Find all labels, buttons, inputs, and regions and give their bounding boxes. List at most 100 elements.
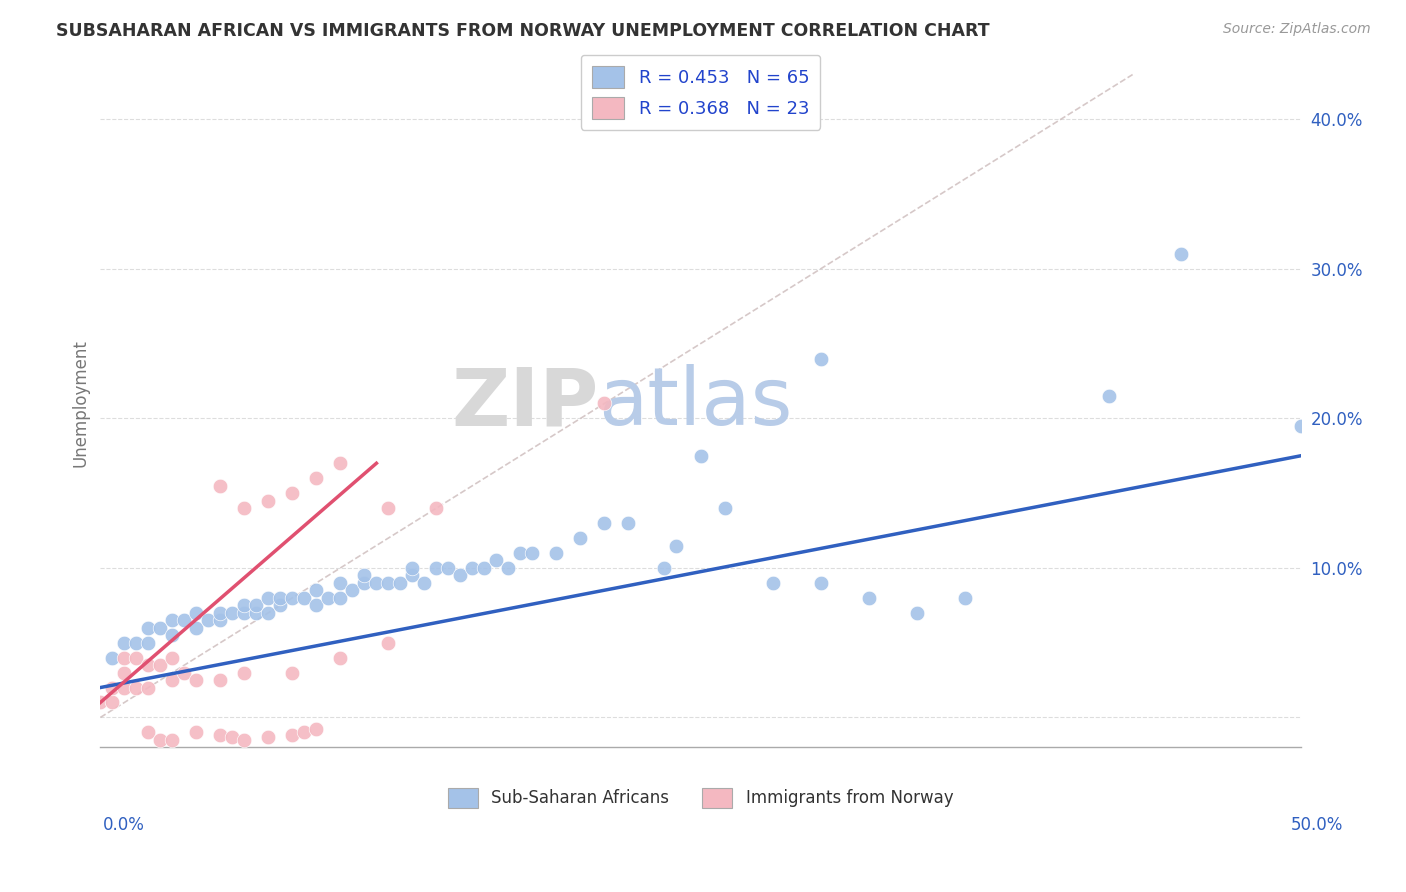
Point [162, 673, 184, 687]
Point [509, 546, 531, 560]
Point [329, 575, 352, 590]
Point [162, 650, 184, 665]
Point [245, 599, 267, 613]
Text: ZIP: ZIP [451, 365, 599, 442]
Point [257, 606, 280, 620]
Point [149, 732, 172, 747]
Point [162, 628, 184, 642]
Point [617, 516, 640, 530]
Point [162, 613, 184, 627]
Point [138, 658, 160, 673]
Point [329, 650, 352, 665]
Point [546, 546, 568, 560]
Point [342, 583, 364, 598]
Point [305, 583, 328, 598]
Point [305, 599, 328, 613]
Point [329, 591, 352, 605]
Point [401, 568, 423, 582]
Point [474, 561, 496, 575]
Point [305, 723, 328, 737]
Point [461, 561, 484, 575]
Point [138, 725, 160, 739]
Point [125, 681, 148, 695]
Point [810, 575, 832, 590]
Point [294, 725, 316, 739]
Point [138, 681, 160, 695]
Text: 0.0%: 0.0% [103, 816, 145, 834]
Point [281, 591, 304, 605]
Point [209, 728, 232, 742]
Point [101, 650, 124, 665]
Point [1170, 247, 1192, 261]
Point [1289, 418, 1312, 433]
Y-axis label: Unemployment: Unemployment [72, 340, 89, 467]
Point [233, 606, 256, 620]
Point [112, 635, 135, 649]
Point [761, 575, 783, 590]
Point [377, 501, 399, 516]
Point [257, 730, 280, 744]
Point [101, 681, 124, 695]
Point [281, 728, 304, 742]
Point [305, 471, 328, 485]
Text: Source: ZipAtlas.com: Source: ZipAtlas.com [1223, 22, 1371, 37]
Point [257, 493, 280, 508]
Point [112, 681, 135, 695]
Point [125, 635, 148, 649]
Point [413, 575, 436, 590]
Point [257, 591, 280, 605]
Point [389, 575, 412, 590]
Point [138, 635, 160, 649]
Text: 50.0%: 50.0% [1291, 816, 1343, 834]
Point [186, 725, 208, 739]
Point [858, 591, 880, 605]
Point [905, 606, 928, 620]
Point [209, 479, 232, 493]
Point [498, 561, 520, 575]
Point [125, 650, 148, 665]
Point [269, 591, 291, 605]
Point [112, 650, 135, 665]
Point [353, 568, 375, 582]
Point [233, 501, 256, 516]
Point [233, 732, 256, 747]
Point [953, 591, 976, 605]
Point [437, 561, 460, 575]
Point [197, 613, 219, 627]
Point [425, 501, 447, 516]
Point [233, 599, 256, 613]
Point [522, 546, 544, 560]
Point [713, 501, 735, 516]
Point [377, 575, 399, 590]
Point [485, 553, 508, 567]
Point [810, 351, 832, 366]
Text: atlas: atlas [599, 365, 793, 442]
Text: SUBSAHARAN AFRICAN VS IMMIGRANTS FROM NORWAY UNEMPLOYMENT CORRELATION CHART: SUBSAHARAN AFRICAN VS IMMIGRANTS FROM NO… [56, 22, 990, 40]
Point [654, 561, 676, 575]
Point [233, 665, 256, 680]
Point [221, 606, 243, 620]
Point [401, 561, 423, 575]
Point [281, 665, 304, 680]
Point [318, 591, 340, 605]
Point [569, 531, 592, 545]
Point [186, 621, 208, 635]
Point [89, 696, 111, 710]
Point [366, 575, 388, 590]
Point [294, 591, 316, 605]
Point [186, 673, 208, 687]
Point [449, 568, 471, 582]
Point [173, 665, 195, 680]
Point [1097, 389, 1119, 403]
Point [209, 613, 232, 627]
Point [112, 665, 135, 680]
Point [425, 561, 447, 575]
Point [269, 599, 291, 613]
Point [689, 449, 711, 463]
Point [101, 696, 124, 710]
Point [665, 539, 688, 553]
Point [353, 575, 375, 590]
Point [329, 456, 352, 470]
Point [162, 732, 184, 747]
Point [149, 621, 172, 635]
